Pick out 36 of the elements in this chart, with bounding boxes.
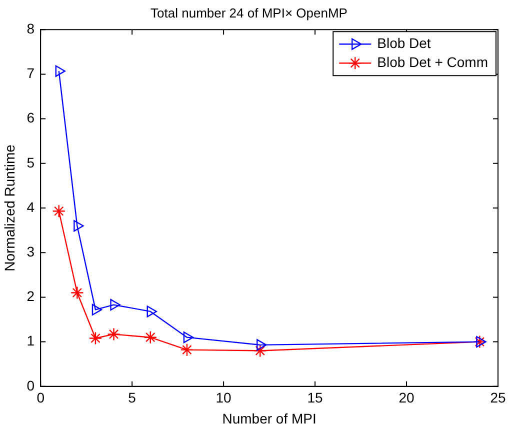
y-axis-title: Normalized Runtime — [1, 144, 18, 272]
y-tick-label: 7 — [26, 65, 35, 82]
x-tick-label: 25 — [490, 390, 506, 406]
point — [183, 332, 194, 344]
point — [70, 286, 84, 300]
point — [55, 65, 66, 77]
point — [88, 332, 102, 345]
x-tick-label: 10 — [216, 390, 232, 406]
y-tick-label: 0 — [26, 377, 35, 394]
point — [107, 328, 120, 341]
point — [144, 330, 157, 344]
x-tick-label: 0 — [36, 390, 45, 406]
legend-label: Blob Det + Comm — [377, 54, 488, 70]
y-tick-label: 3 — [26, 243, 35, 260]
point — [110, 298, 120, 311]
chart-title: Total number 24 of MPI× OpenMP — [150, 5, 348, 20]
point — [256, 339, 267, 351]
x-tick-label: 15 — [307, 390, 324, 406]
y-tick-label: 5 — [26, 154, 35, 170]
x-tick-label: 5 — [128, 390, 136, 406]
y-tick-label: 4 — [26, 198, 35, 215]
legend-label: Blob Det — [377, 34, 431, 51]
y-tick-label: 1 — [26, 332, 35, 349]
point — [254, 344, 267, 358]
point — [180, 343, 194, 356]
point — [476, 336, 486, 348]
y-tick-label: 8 — [26, 20, 35, 36]
x-tick-label: 20 — [398, 390, 415, 406]
point — [146, 306, 157, 318]
y-tick-label: 6 — [26, 110, 35, 126]
point — [473, 335, 486, 348]
point — [52, 204, 66, 218]
point — [74, 220, 84, 232]
point — [92, 304, 102, 316]
x-axis-title: Number of MPI — [222, 410, 316, 426]
y-tick-label: 2 — [26, 288, 35, 304]
